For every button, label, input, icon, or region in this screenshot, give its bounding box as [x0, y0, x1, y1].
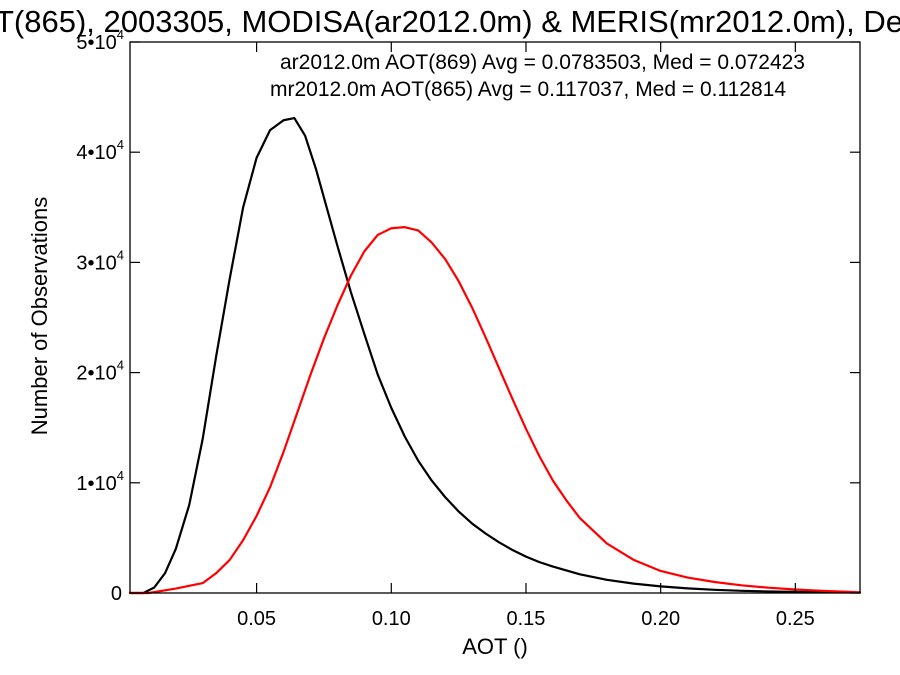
- x-tick-label-5: 0.25: [776, 608, 815, 630]
- y-tick-label-6: 5•104: [76, 27, 124, 54]
- y-tick-label-3: 2•104: [76, 358, 124, 385]
- x-tick-label-4: 0.20: [641, 608, 680, 630]
- plot-frame: [129, 41, 861, 594]
- series-layer: [128, 116, 862, 595]
- y-tick-label-1: 0: [111, 583, 122, 605]
- y-axis-label: Number of Observations: [27, 197, 52, 435]
- legend-series-1: ar2012.0m AOT(869) Avg = 0.0783503, Med …: [280, 51, 805, 74]
- x-axis-label: AOT (): [462, 634, 528, 659]
- y-tick-label-2: 1•104: [76, 468, 124, 495]
- ticks-layer: 0.05 0.10 0.15 0.20 0.25 0 1•104 2•104 3•104 4•10…: [76, 27, 860, 630]
- y-tick-label-4: 3•104: [76, 247, 124, 274]
- x-tick-label-3: 0.15: [507, 608, 546, 630]
- series-2-line: [128, 226, 862, 595]
- x-tick-label-2: 0.10: [372, 608, 411, 630]
- y-tick-label-5: 4•104: [76, 137, 124, 164]
- legend-series-2: mr2012.0m AOT(865) Avg = 0.117037, Med =…: [270, 78, 786, 101]
- x-tick-label-1: 0.05: [237, 608, 276, 630]
- series-1-line: [128, 116, 862, 595]
- chart-title: T(865), 2003305, MODISA(ar2012.0m) & MER…: [0, 4, 900, 39]
